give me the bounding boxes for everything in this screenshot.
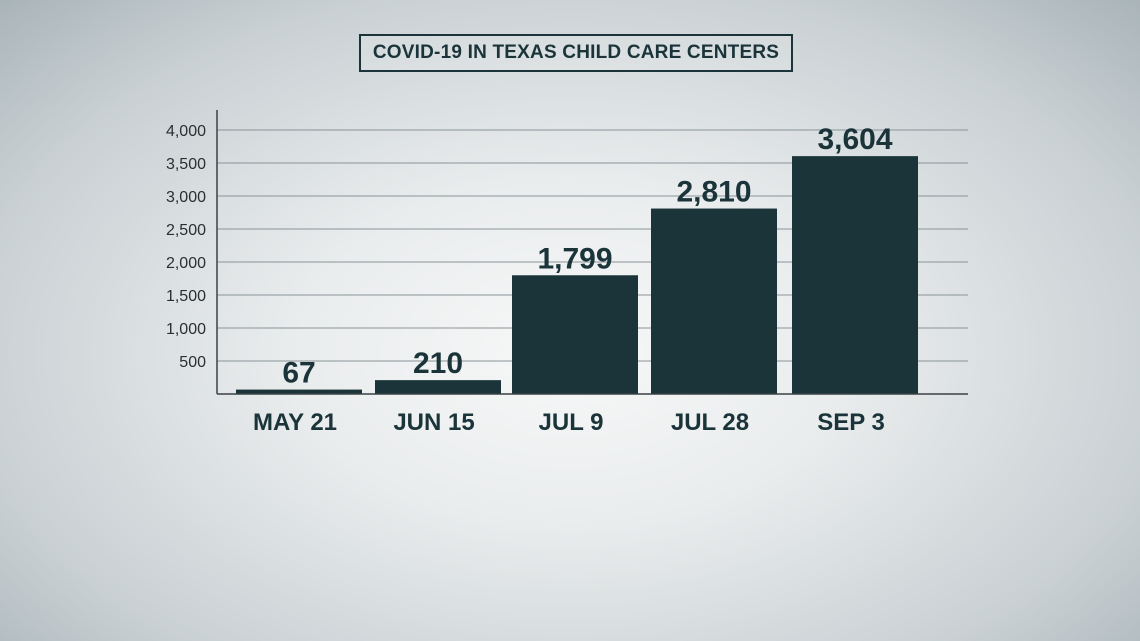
y-tick-label: 2,000 bbox=[166, 255, 206, 272]
value-label: 2,810 bbox=[676, 176, 751, 209]
value-label: 210 bbox=[413, 347, 463, 380]
bars bbox=[236, 156, 918, 394]
y-tick-label: 3,500 bbox=[166, 156, 206, 173]
x-tick-label: JUN 15 bbox=[393, 409, 474, 436]
bar bbox=[236, 389, 362, 394]
y-tick-label: 500 bbox=[179, 354, 206, 371]
bar bbox=[375, 380, 501, 394]
bar bbox=[792, 156, 918, 394]
x-tick-label: JUL 28 bbox=[671, 409, 749, 436]
x-axis-labels: MAY 21 JUN 15 JUL 9 JUL 28 SEP 3 bbox=[253, 409, 885, 436]
x-tick-label: SEP 3 bbox=[817, 409, 885, 436]
y-tick-label: 2,500 bbox=[166, 222, 206, 239]
value-label: 3,604 bbox=[817, 123, 892, 156]
y-tick-label: 3,000 bbox=[166, 189, 206, 206]
bar bbox=[651, 208, 777, 394]
bar bbox=[512, 275, 638, 394]
y-axis-ticks: 500 1,000 1,500 2,000 2,500 3,000 3,500 4,000 bbox=[166, 123, 206, 371]
x-tick-label: MAY 21 bbox=[253, 409, 337, 436]
value-labels: 67 210 1,799 2,810 3,604 bbox=[282, 123, 893, 389]
y-tick-label: 4,000 bbox=[166, 123, 206, 140]
y-tick-label: 1,000 bbox=[166, 321, 206, 338]
y-tick-label: 1,500 bbox=[166, 288, 206, 305]
value-label: 67 bbox=[282, 357, 315, 390]
value-label: 1,799 bbox=[537, 242, 612, 275]
x-tick-label: JUL 9 bbox=[539, 409, 604, 436]
chart-title: COVID-19 IN TEXAS CHILD CARE CENTERS bbox=[359, 34, 793, 72]
